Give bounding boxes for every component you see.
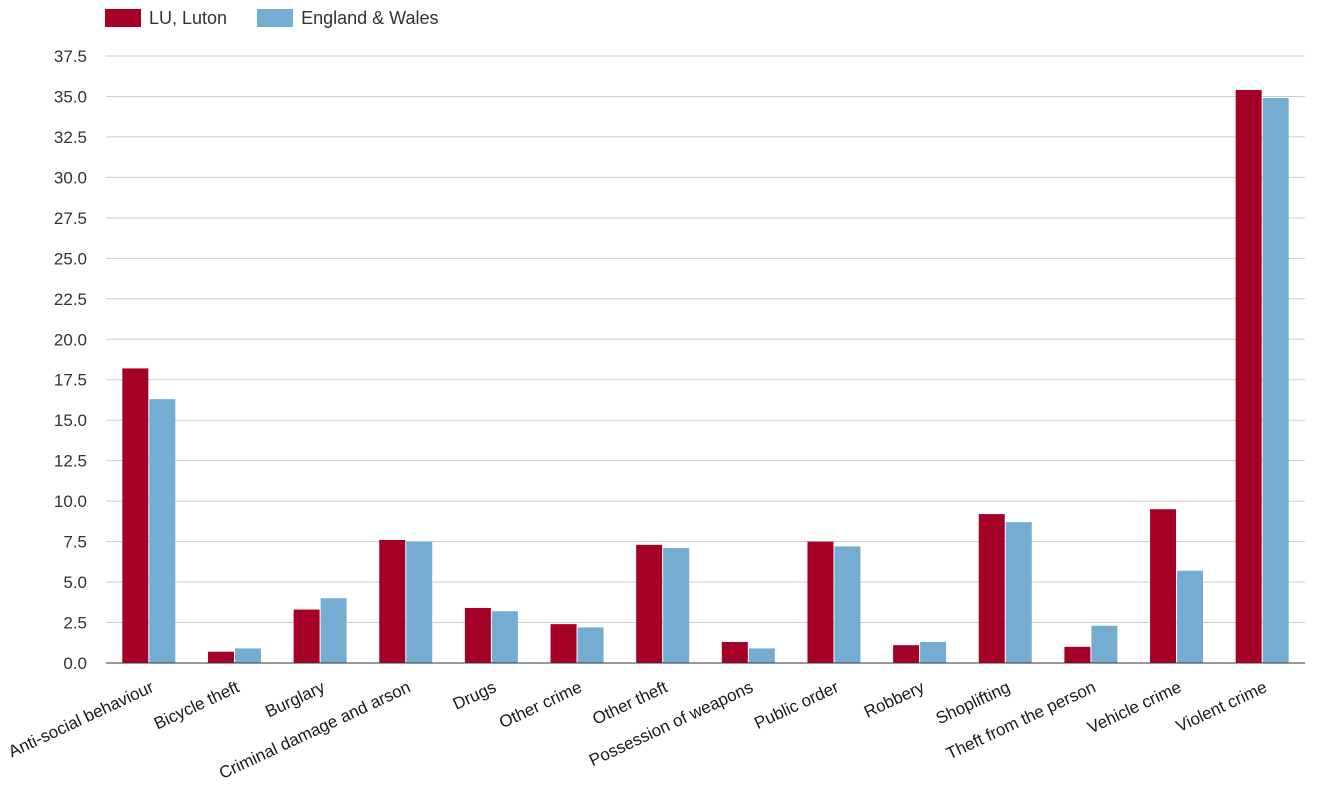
y-tick-label: 35.0 xyxy=(54,87,87,106)
bar-england-wales[interactable] xyxy=(663,548,690,663)
bar-england-wales[interactable] xyxy=(149,399,176,663)
x-category-label: Possession of weapons xyxy=(586,677,756,770)
bar-luton[interactable] xyxy=(122,368,149,663)
bar-england-wales[interactable] xyxy=(1005,522,1032,663)
y-axis-tick-labels: 0.0 2.5 5.0 7.5 10.0 12.5 15.0 17.5 20.0 22.5 25.0… xyxy=(54,47,87,673)
y-tick-label: 22.5 xyxy=(54,290,87,309)
x-category-label: Violent crime xyxy=(1173,677,1270,736)
y-tick-label: 32.5 xyxy=(54,128,87,147)
bar-luton[interactable] xyxy=(1235,89,1262,663)
legend-swatch-england-wales xyxy=(257,9,294,27)
legend-label-luton: LU, Luton xyxy=(149,7,228,28)
y-tick-label: 17.5 xyxy=(54,371,87,390)
bar-luton[interactable] xyxy=(464,607,491,663)
bar-england-wales[interactable] xyxy=(320,598,347,663)
bar-luton[interactable] xyxy=(721,641,748,663)
x-category-label: Public order xyxy=(751,677,842,733)
y-tick-label: 2.5 xyxy=(63,614,87,633)
bar-luton[interactable] xyxy=(379,539,406,663)
bar-england-wales[interactable] xyxy=(1262,98,1289,664)
bar-luton[interactable] xyxy=(293,609,320,663)
bar-luton[interactable] xyxy=(978,514,1005,663)
bar-england-wales[interactable] xyxy=(748,648,775,663)
bar-luton[interactable] xyxy=(1150,509,1177,663)
y-tick-label: 15.0 xyxy=(54,411,87,430)
bar-luton[interactable] xyxy=(893,645,920,663)
y-tick-label: 7.5 xyxy=(63,533,87,552)
bar-luton[interactable] xyxy=(207,651,234,663)
bar-luton[interactable] xyxy=(807,541,834,663)
x-category-label: Robbery xyxy=(861,677,928,722)
y-tick-label: 30.0 xyxy=(54,168,87,187)
x-category-label: Theft from the person xyxy=(943,677,1098,763)
legend-swatch-luton xyxy=(105,9,141,27)
bar-england-wales[interactable] xyxy=(491,611,518,663)
legend-item-england-wales[interactable]: England & Wales xyxy=(257,8,438,29)
bar-england-wales[interactable] xyxy=(920,641,947,663)
bar-luton[interactable] xyxy=(636,544,663,663)
bar-england-wales[interactable] xyxy=(1091,625,1118,663)
x-category-label: Vehicle crime xyxy=(1085,677,1185,737)
legend-label-england-wales: England & Wales xyxy=(301,7,439,28)
bar-luton[interactable] xyxy=(1064,646,1091,663)
y-tick-label: 27.5 xyxy=(54,209,87,228)
y-tick-label: 12.5 xyxy=(54,452,87,471)
y-tick-label: 10.0 xyxy=(54,492,87,511)
gridlines xyxy=(106,55,1305,624)
bar-luton[interactable] xyxy=(550,624,577,663)
x-category-label: Anti-social behaviour xyxy=(5,677,156,761)
y-tick-label: 0.0 xyxy=(63,654,87,673)
x-category-label: Drugs xyxy=(450,677,499,713)
bar-england-wales[interactable] xyxy=(834,546,861,663)
legend-item-luton[interactable]: LU, Luton xyxy=(105,8,227,29)
bar-england-wales[interactable] xyxy=(234,648,261,663)
bar-england-wales[interactable] xyxy=(406,541,433,663)
bars xyxy=(122,89,1289,664)
x-category-label: Bicycle theft xyxy=(151,677,242,733)
bar-england-wales[interactable] xyxy=(577,627,604,663)
x-category-label: Other crime xyxy=(496,677,585,732)
y-tick-label: 37.5 xyxy=(54,47,87,66)
x-category-label: Burglary xyxy=(262,677,328,721)
y-tick-label: 20.0 xyxy=(54,330,87,349)
y-tick-label: 25.0 xyxy=(54,249,87,268)
legend: LU, Luton England & Wales xyxy=(105,7,468,29)
y-tick-label: 5.0 xyxy=(63,573,87,592)
bar-england-wales[interactable] xyxy=(1177,570,1204,663)
